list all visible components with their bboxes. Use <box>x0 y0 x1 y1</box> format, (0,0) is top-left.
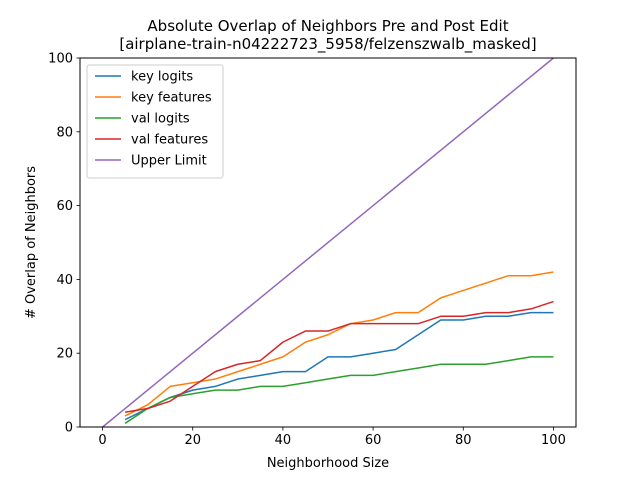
series-line-1 <box>124 271 554 417</box>
y-tick-label-3: 60 <box>56 199 73 214</box>
x-tick-label-4: 80 <box>455 433 472 448</box>
series-line-2 <box>124 356 554 424</box>
legend-label-1: key features <box>131 91 212 106</box>
x-tick-label-1: 20 <box>184 433 201 448</box>
x-axis-label: Neighborhood Size <box>267 456 389 471</box>
chart-title: Absolute Overlap of Neighbors Pre and Po… <box>147 17 508 35</box>
y-axis-ticks: 0 20 40 60 80 100 <box>48 52 80 436</box>
legend-label-4: Upper Limit <box>131 154 207 169</box>
series-line-4 <box>102 57 554 428</box>
x-tick-label-2: 40 <box>275 433 292 448</box>
chart-subtitle: [airplane-train-n04222723_5958/felzenszw… <box>119 35 536 54</box>
y-tick-label-1: 20 <box>56 347 73 362</box>
y-tick-label-4: 80 <box>56 125 73 140</box>
y-tick-label-2: 40 <box>56 273 73 288</box>
plot-area-frame <box>79 57 577 428</box>
legend-label-2: val logits <box>131 112 190 127</box>
x-tick-label-0: 0 <box>98 433 106 448</box>
x-tick-label-3: 60 <box>365 433 382 448</box>
legend-label-0: key logits <box>131 70 193 85</box>
legend-label-3: val features <box>131 133 208 148</box>
legend-box <box>86 64 224 179</box>
series-line-0 <box>124 311 554 421</box>
series-line-3 <box>124 300 554 413</box>
y-tick-label-5: 100 <box>48 52 73 67</box>
x-axis-ticks: 0 20 40 60 80 100 <box>98 427 566 448</box>
legend: key logits key features val logits val feat… <box>86 64 224 179</box>
plot-lines <box>102 57 554 428</box>
y-tick-label-0: 0 <box>65 421 73 436</box>
x-tick-label-5: 100 <box>541 433 566 448</box>
y-axis-label: # Overlap of Neighbors <box>24 166 39 319</box>
